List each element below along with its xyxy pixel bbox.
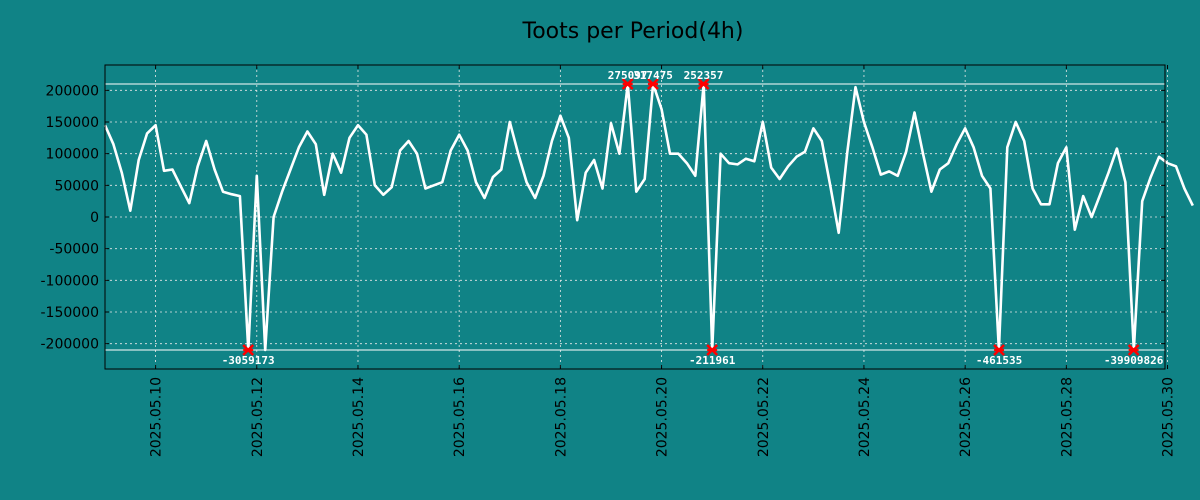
- y-tick-label: 150000: [46, 115, 99, 131]
- x-tick-label: 2025.05.24: [857, 377, 873, 457]
- outlier-marker: [621, 78, 634, 90]
- outlier-label: -3059173: [222, 354, 275, 367]
- x-tick-label: 2025.05.14: [351, 377, 367, 457]
- y-axis-ticks: 200000 150000 100000 50000 0 -50000 -100000 -15…: [41, 83, 1165, 353]
- series-lines: [103, 82, 1194, 352]
- series-line-toots: [103, 82, 1194, 352]
- chart-title: Toots per Period(4h): [522, 19, 744, 44]
- outlier-label: 275097: [608, 69, 648, 82]
- outlier-marker: [993, 344, 1005, 356]
- outlier-marker: [647, 78, 659, 90]
- outlier-label: -39909826: [1104, 354, 1164, 367]
- outlier-marker: [1127, 344, 1140, 356]
- outlier-marker: [242, 344, 255, 356]
- x-tick-label: 2025.05.12: [250, 377, 266, 457]
- outlier-label: 252357: [684, 69, 724, 82]
- x-tick-label: 2025.05.26: [958, 377, 974, 457]
- outlier-marker: [706, 344, 719, 356]
- x-tick-label: 2025.05.30: [1161, 377, 1177, 457]
- clip-reference-lines: [105, 83, 1165, 351]
- y-tick-label: -100000: [41, 273, 100, 289]
- x-tick-label: 2025.05.10: [149, 377, 165, 457]
- y-tick-label: -50000: [49, 242, 99, 258]
- x-tick-label: 2025.05.28: [1059, 377, 1075, 457]
- x-tick-label: 2025.05.20: [655, 377, 671, 457]
- plot-frame: [104, 64, 1166, 370]
- y-tick-label: 0: [90, 210, 99, 226]
- x-tick-label: 2025.05.18: [553, 377, 569, 457]
- y-tick-label: 50000: [54, 178, 99, 194]
- y-tick-label: -200000: [41, 337, 100, 353]
- outlier-label: 317475: [633, 69, 673, 82]
- x-axis-ticks: 2025.05.10 2025.05.12 2025.05.14 2025.05.16…: [149, 65, 1177, 457]
- y-tick-label: 100000: [46, 147, 99, 163]
- y-tick-label: 200000: [46, 83, 99, 99]
- x-tick-label: 2025.05.22: [756, 377, 772, 457]
- outlier-marker: [697, 78, 710, 90]
- grid-lines: [105, 65, 1168, 369]
- y-tick-label: -150000: [41, 305, 100, 321]
- outlier-label: -211961: [689, 354, 736, 367]
- x-tick-label: 2025.05.16: [452, 377, 468, 457]
- outlier-label: -461535: [976, 354, 1022, 367]
